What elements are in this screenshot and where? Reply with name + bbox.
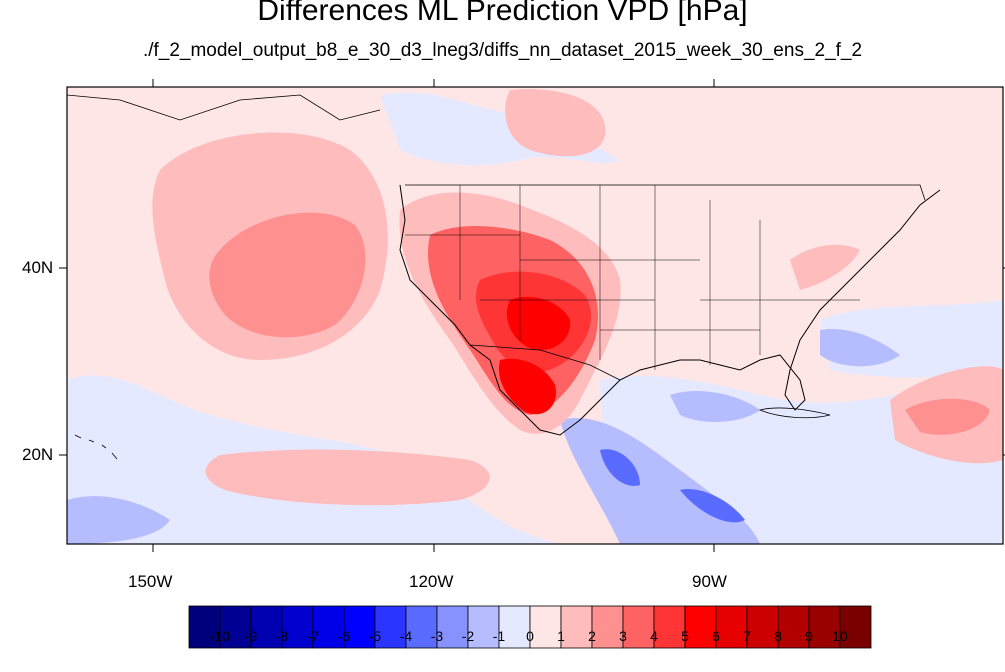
red-region-pacific-core bbox=[209, 212, 366, 338]
colorbar-label: -10 bbox=[209, 628, 231, 644]
colorbar-swatch bbox=[529, 605, 562, 649]
map-frame bbox=[66, 86, 1004, 545]
colorbar-label: 1 bbox=[557, 628, 565, 644]
colorbar-swatch bbox=[343, 605, 376, 649]
lon-label-120w: 120W bbox=[409, 572, 454, 591]
blue-region-gulf-patch bbox=[820, 329, 900, 367]
lat-label-20n: 20N bbox=[22, 445, 54, 464]
blue-region-mexico-deep bbox=[600, 449, 640, 486]
colorbar-label: 4 bbox=[650, 628, 658, 644]
blue-region-caribbean bbox=[670, 390, 760, 422]
colorbar-label: 2 bbox=[588, 628, 596, 644]
colorbar-swatch bbox=[188, 605, 221, 649]
colorbar-swatch bbox=[777, 605, 810, 649]
colorbar-label: -8 bbox=[275, 628, 289, 644]
colorbar-swatch bbox=[653, 605, 686, 649]
colorbar-label: -6 bbox=[337, 628, 351, 644]
colorbar-swatch bbox=[591, 605, 624, 649]
colorbar-swatch bbox=[560, 605, 593, 649]
colorbar-swatch bbox=[250, 605, 283, 649]
red-region-mexico-tongue bbox=[498, 358, 556, 415]
colorbar-swatch bbox=[808, 605, 841, 649]
lat-label-40n: 40N bbox=[22, 258, 54, 277]
lon-label-150w: 150W bbox=[128, 572, 173, 591]
colorbar-label: -4 bbox=[399, 628, 413, 644]
colorbar-label: 10 bbox=[832, 628, 848, 644]
red-region-us-peak bbox=[506, 296, 571, 351]
colorbar-label: 3 bbox=[619, 628, 627, 644]
hawaii-islands bbox=[74, 434, 118, 460]
colorbar-label: 9 bbox=[805, 628, 813, 644]
chart-title: Differences ML Prediction VPD [hPa] bbox=[257, 0, 748, 27]
map-ticks bbox=[59, 79, 1005, 552]
colorbar-label: 7 bbox=[743, 628, 751, 644]
us-mexico-border bbox=[469, 344, 621, 381]
red-region-south-pacific bbox=[205, 449, 490, 506]
us-canada-border bbox=[405, 184, 926, 201]
lon-label-90w: 90W bbox=[692, 572, 727, 591]
state-lines bbox=[405, 185, 860, 370]
blue-region-sw-corner bbox=[67, 496, 170, 544]
coastline-north-america bbox=[399, 184, 941, 436]
chart-subtitle: ./f_2_model_output_b8_e_30_d3_lneg3/diff… bbox=[142, 40, 863, 61]
colorbar-label: -9 bbox=[244, 628, 258, 644]
colorbar-label: 8 bbox=[774, 628, 782, 644]
colorbar-label: 0 bbox=[526, 628, 534, 644]
red-region-atlantic-core bbox=[905, 398, 990, 435]
colorbar-swatch bbox=[746, 605, 779, 649]
colorbar-label: -5 bbox=[368, 628, 382, 644]
colorbar-label: 5 bbox=[681, 628, 689, 644]
colorbar-swatch bbox=[405, 605, 438, 649]
colorbar-swatch bbox=[715, 605, 748, 649]
red-region-north bbox=[505, 89, 606, 157]
colorbar-label: -2 bbox=[461, 628, 475, 644]
colorbar-swatch bbox=[467, 605, 500, 649]
colorbar-swatch bbox=[281, 605, 314, 649]
colorbar-swatch bbox=[839, 605, 872, 649]
blue-region-coast bbox=[680, 489, 745, 523]
colorbar-label: 6 bbox=[712, 628, 720, 644]
colorbar-swatch bbox=[374, 605, 407, 649]
colorbar-swatch bbox=[436, 605, 469, 649]
colorbar-label: -7 bbox=[306, 628, 320, 644]
alaska-coast bbox=[67, 94, 381, 121]
cuba-island bbox=[758, 407, 831, 419]
colorbar-label: -3 bbox=[430, 628, 444, 644]
colorbar-label: -1 bbox=[492, 628, 506, 644]
red-region-east-coast bbox=[790, 244, 860, 290]
colorbar-swatch bbox=[312, 605, 345, 649]
colorbar-swatch bbox=[684, 605, 717, 649]
map-field bbox=[67, 87, 1003, 544]
